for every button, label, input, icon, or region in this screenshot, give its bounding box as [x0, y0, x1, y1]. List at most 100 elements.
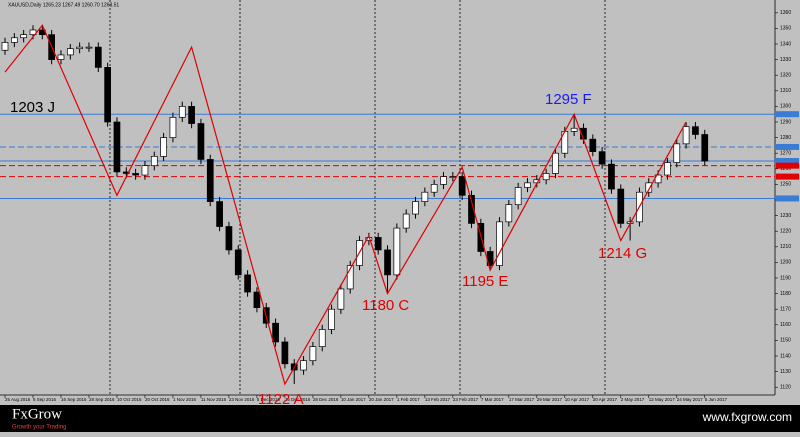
candle-body	[496, 221, 503, 266]
candle-body	[328, 308, 335, 330]
y-tick-label: 1140	[780, 353, 791, 359]
candle-body	[393, 227, 401, 276]
price-tag	[776, 158, 799, 164]
x-tick-label: 10 Oct 2016	[117, 397, 142, 402]
candle-body	[440, 176, 447, 185]
candle-body	[160, 137, 167, 157]
candle-body	[122, 171, 130, 174]
candle-body	[570, 127, 578, 132]
candle-body	[374, 237, 382, 251]
candle-body	[300, 360, 307, 371]
x-tick-label: 25 Aug 2016	[5, 397, 31, 402]
x-tick-label: 1 Nov 2016	[173, 397, 197, 402]
candle-body	[664, 162, 671, 176]
candle-body	[178, 106, 186, 118]
candle-body	[346, 265, 354, 290]
x-tick-label: 17 Mar 2017	[509, 397, 535, 402]
candle-body	[20, 34, 28, 39]
candle-body	[206, 159, 214, 202]
candle-body	[449, 176, 457, 178]
candle-body	[514, 187, 522, 206]
candle-body	[104, 67, 111, 123]
candle-body	[188, 106, 195, 124]
y-tick-label: 1120	[780, 385, 791, 391]
chart-title: XAUUSD,Daily 1265.23 1267.49 1260.70 126…	[8, 2, 119, 8]
price-tag	[776, 162, 799, 169]
y-tick-label: 1360	[780, 10, 791, 16]
x-tick-label: 23 Nov 2016	[229, 397, 255, 402]
candle-body	[617, 188, 625, 224]
x-tick-label: 5 Dec 2016	[257, 397, 281, 402]
annotation: 1295 F	[545, 91, 592, 108]
brand: FxGrow	[12, 406, 62, 422]
candle-body	[225, 226, 233, 251]
y-tick-label: 1160	[780, 322, 791, 328]
annotation: 1180 C	[362, 297, 409, 314]
price-tag	[776, 173, 799, 180]
candle-body	[430, 184, 438, 193]
x-tick-label: 12 May 2017	[649, 397, 676, 402]
y-tick-label: 1170	[780, 307, 791, 313]
x-tick-label: 2 May 2017	[621, 397, 645, 402]
candle-body	[150, 155, 158, 167]
y-tick-label: 1350	[780, 26, 791, 32]
candle-body	[132, 173, 139, 176]
y-tick-label: 1290	[780, 119, 791, 125]
candle-body	[309, 346, 317, 362]
x-tick-label: 20 Oct 2016	[145, 397, 170, 402]
candle-body	[337, 288, 345, 310]
y-tick-label: 1180	[780, 291, 791, 297]
y-tick-label: 1220	[780, 229, 791, 235]
candle-body	[113, 121, 121, 173]
candle-body	[608, 163, 615, 190]
candle-body	[85, 46, 93, 49]
candle-body	[66, 48, 74, 56]
candle-body	[701, 134, 709, 162]
candle-body	[197, 123, 205, 160]
candle-body	[272, 322, 279, 343]
tagline: Growth your Trading	[12, 425, 66, 431]
y-tick-label: 1130	[780, 369, 791, 375]
x-tick-label: 20 Jan 2017	[369, 397, 394, 402]
y-tick-label: 1310	[780, 88, 791, 94]
website: www.fxgrow.com	[702, 410, 792, 424]
candle-body	[402, 213, 410, 229]
x-tick-label: 5 Jun 2017	[705, 397, 728, 402]
candle-body	[692, 126, 699, 135]
candle-body	[1, 42, 9, 51]
candle-body	[524, 182, 531, 188]
candle-body	[234, 249, 242, 276]
plot-background	[0, 0, 800, 405]
y-tick-label: 1260	[780, 166, 791, 172]
candle-body	[10, 37, 18, 43]
x-tick-label: 11 Nov 2016	[201, 397, 227, 402]
x-tick-label: 10 Apr 2017	[565, 397, 590, 402]
y-tick-label: 1230	[780, 213, 791, 219]
x-tick-label: 15 Dec 2016	[285, 397, 311, 402]
candle-body	[253, 291, 261, 308]
y-tick-label: 1150	[780, 338, 791, 344]
y-tick-label: 1280	[780, 135, 791, 141]
x-tick-label: 29 Mar 2017	[537, 397, 563, 402]
annotation: 1203 J	[10, 99, 55, 116]
x-tick-label: 1 Feb 2017	[397, 397, 420, 402]
candle-body	[598, 151, 606, 165]
candle-body	[682, 126, 690, 145]
candle-body	[645, 182, 653, 193]
candle-body	[505, 204, 513, 223]
x-tick-label: 10 Jan 2017	[341, 397, 366, 402]
y-tick-label: 1330	[780, 57, 791, 63]
candle-body	[141, 165, 149, 176]
price-tag	[776, 111, 799, 118]
y-tick-label: 1210	[780, 244, 791, 250]
footer-bar	[0, 405, 800, 432]
x-tick-label: 7 Mar 2017	[481, 397, 504, 402]
y-tick-label: 1270	[780, 151, 791, 157]
x-tick-label: 23 Feb 2017	[453, 397, 479, 402]
price-tag	[776, 195, 799, 202]
candle-body	[458, 176, 466, 196]
candle-body	[318, 329, 326, 347]
y-tick-label: 1340	[780, 41, 791, 47]
